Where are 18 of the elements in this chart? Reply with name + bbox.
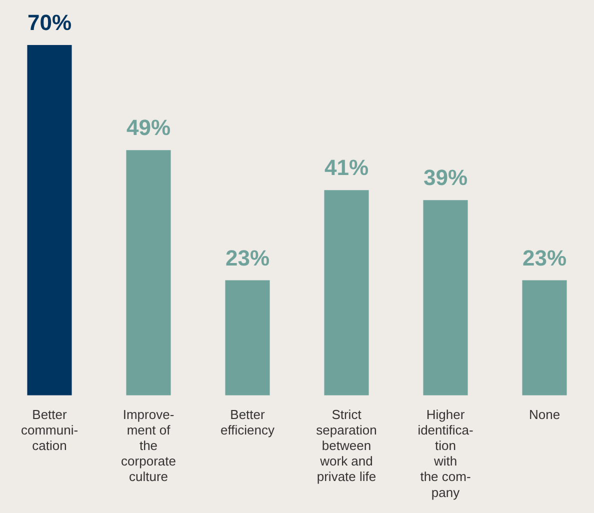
- data-label: 39%: [423, 165, 468, 190]
- bar: [126, 150, 171, 396]
- x-tick-label: Improve- ment of the corporate culture: [121, 406, 176, 484]
- data-label: 23%: [522, 245, 567, 270]
- bar: [27, 45, 72, 396]
- bar: [522, 280, 567, 396]
- x-tick-label: Better efficiency: [220, 406, 275, 438]
- bar: [324, 190, 369, 396]
- x-tick-label: None: [528, 406, 560, 422]
- data-label: 23%: [225, 245, 270, 270]
- x-tick-label: Better communi- cation: [20, 406, 78, 453]
- data-label: 70%: [27, 10, 72, 36]
- data-label: 49%: [126, 115, 171, 140]
- bar: [423, 200, 468, 396]
- x-tick-label: Strict separation between work and private life: [316, 406, 377, 484]
- bar: [225, 280, 270, 396]
- data-label: 41%: [324, 155, 369, 180]
- x-tick-label: Higher identifica- tion with the com- pany: [418, 406, 474, 500]
